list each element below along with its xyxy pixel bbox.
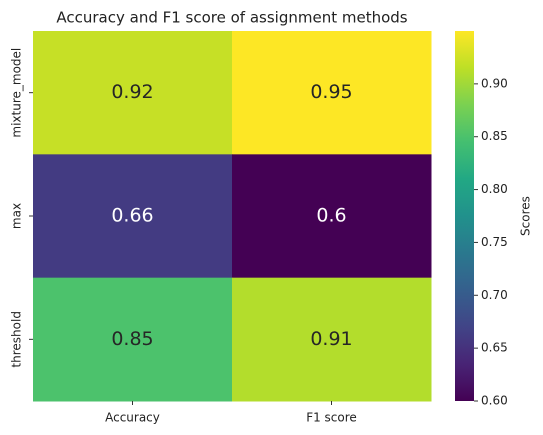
colorbar-tick-label: 0.65	[481, 341, 508, 355]
colorbar	[455, 31, 474, 401]
heatmap-cell	[33, 277, 233, 402]
x-tick-label: Accuracy	[105, 411, 160, 425]
y-tick-label: mixture_model	[10, 48, 24, 138]
heatmap-cell	[232, 154, 432, 279]
heatmap-cell	[232, 277, 432, 402]
colorbar-tick-label: 0.85	[481, 129, 508, 143]
colorbar-tick-label: 0.80	[481, 182, 508, 196]
y-tick-label: max	[10, 203, 24, 229]
cell-value-label: 0.66	[111, 205, 153, 227]
heatmap-cell	[33, 31, 233, 155]
cell-value-label: 0.95	[310, 81, 352, 103]
heatmap-cell	[33, 154, 233, 279]
colorbar-tick-label: 0.90	[481, 76, 508, 90]
y-tick-label: threshold	[10, 311, 24, 368]
cell-value-label: 0.92	[111, 81, 153, 103]
cell-value-label: 0.91	[310, 328, 352, 350]
cell-value-label: 0.85	[111, 328, 153, 350]
colorbar-tick-label: 0.60	[481, 394, 508, 408]
colorbar-tick-label: 0.75	[481, 235, 508, 249]
x-tick-label: F1 score	[306, 411, 357, 425]
heatmap-cell	[232, 31, 432, 155]
cell-value-label: 0.6	[316, 205, 346, 227]
chart-title: Accuracy and F1 score of assignment meth…	[56, 9, 407, 27]
colorbar-label: Scores	[519, 196, 533, 236]
colorbar-tick-label: 0.70	[481, 288, 508, 302]
